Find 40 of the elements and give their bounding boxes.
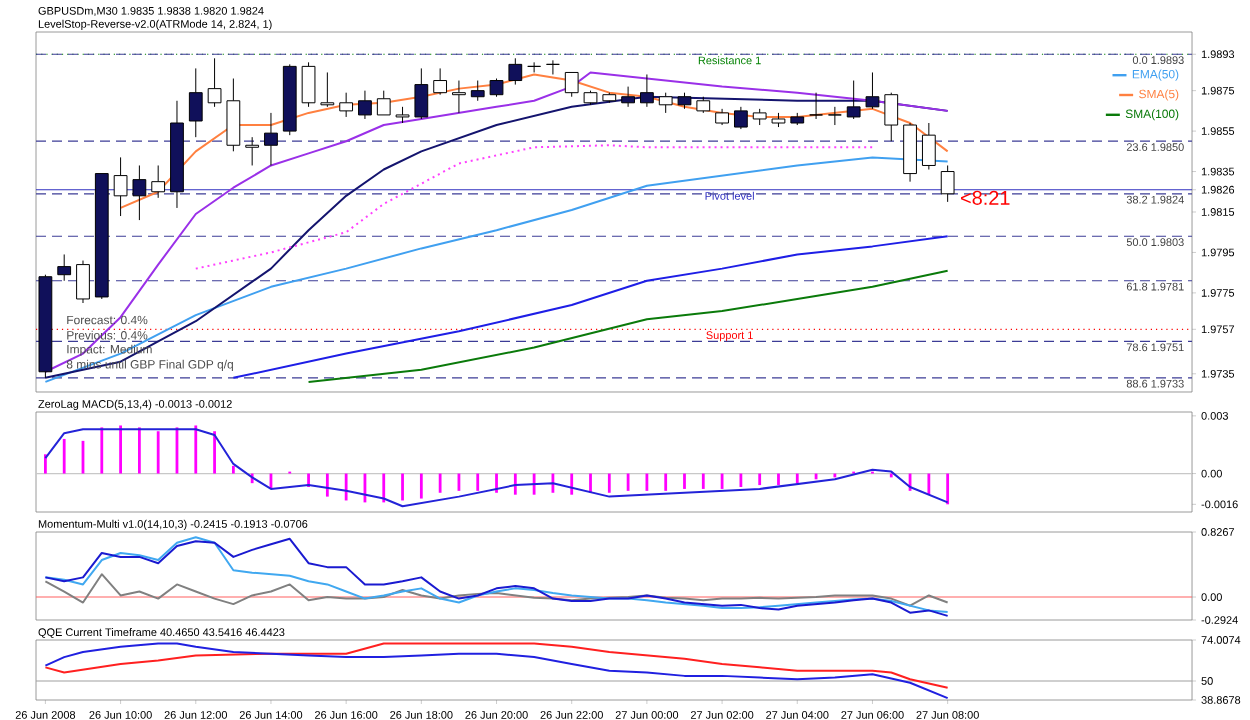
candlestick [508, 57, 523, 86]
candlestick [57, 253, 72, 282]
candlestick [188, 67, 203, 138]
candlestick [301, 61, 316, 108]
line-series [232, 235, 949, 379]
candlestick [715, 108, 729, 126]
candlestick [132, 164, 147, 221]
line-series [44, 642, 949, 689]
candlestick [170, 100, 184, 209]
annotation: <8:21 [961, 190, 1010, 205]
candlestick [640, 73, 654, 108]
candlestick [264, 112, 278, 166]
candlestick [940, 164, 955, 203]
candlestick [207, 57, 222, 108]
candlestick [733, 106, 748, 130]
candlestick [282, 63, 297, 136]
candlestick [76, 260, 90, 304]
candlestick [865, 71, 880, 110]
candlestick [827, 106, 842, 126]
candlestick [546, 59, 560, 75]
candlestick [527, 61, 542, 73]
candlestick [226, 78, 241, 152]
candlestick [621, 86, 635, 108]
candlestick [414, 67, 429, 120]
line-series [307, 269, 949, 383]
candlestick [452, 80, 466, 114]
candlestick [921, 122, 936, 171]
candlestick [846, 80, 861, 120]
candlestick [809, 92, 823, 120]
candlestick [339, 92, 354, 118]
candlestick [433, 67, 448, 96]
candlestick [470, 80, 485, 102]
line-series [44, 642, 949, 700]
candlestick [358, 90, 372, 120]
candlestick [903, 122, 917, 183]
candlestick [320, 71, 335, 108]
line-series [194, 144, 874, 270]
candlestick [151, 164, 166, 199]
candlestick [113, 156, 128, 217]
candlestick [245, 136, 260, 166]
